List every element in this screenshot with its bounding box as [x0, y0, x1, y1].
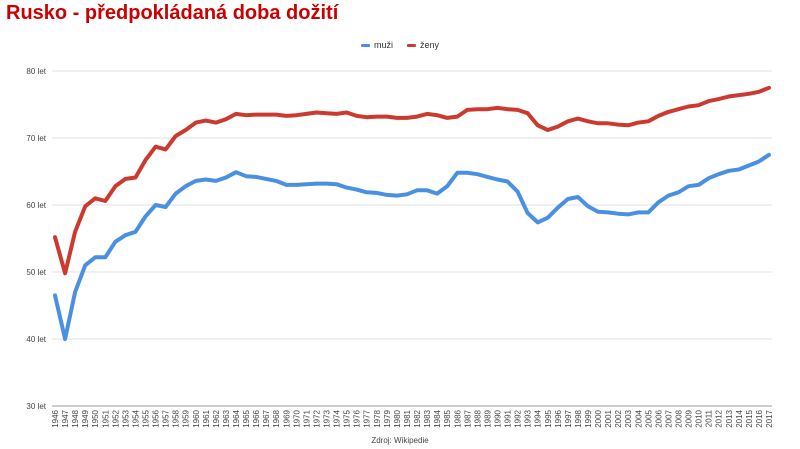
- x-tick-label: 2013: [725, 409, 734, 427]
- y-tick-label: 80 let: [26, 67, 46, 76]
- x-tick-label: 2016: [755, 409, 764, 427]
- x-tick-label: 1979: [383, 409, 392, 427]
- x-tick-label: 1974: [333, 409, 342, 427]
- x-tick-label: 1971: [302, 409, 311, 427]
- x-tick-label: 1951: [101, 409, 110, 427]
- x-tick-label: 1953: [121, 409, 130, 427]
- x-tick-label: 1977: [363, 409, 372, 427]
- x-tick-label: 1978: [373, 409, 382, 427]
- series-line-muzi: [53, 152, 771, 341]
- x-tick-label: 1986: [453, 409, 462, 427]
- x-tick-label: 1982: [413, 409, 422, 427]
- x-tick-label: 1973: [323, 409, 332, 427]
- x-tick-label: 1962: [212, 409, 221, 427]
- legend-item-zeny[interactable]: ženy: [407, 40, 439, 50]
- x-tick-label: 1995: [544, 409, 553, 427]
- x-tick-label: 1988: [473, 409, 482, 427]
- legend-label-zeny: ženy: [420, 40, 440, 50]
- x-tick-label: 2005: [644, 409, 653, 427]
- x-tick-label: 2011: [705, 409, 714, 427]
- x-tick-label: 1965: [242, 409, 251, 427]
- x-tick-label: 1999: [584, 409, 593, 427]
- x-tick-label: 1964: [232, 409, 241, 427]
- y-tick-label: 70 let: [26, 134, 46, 143]
- x-tick-label: 2002: [614, 409, 623, 427]
- x-tick-label: 1969: [282, 409, 291, 427]
- y-tick-label: 60 let: [26, 201, 46, 210]
- x-tick-label: 1976: [353, 409, 362, 427]
- x-tick-label: 1967: [262, 409, 271, 427]
- x-tick-label: 1949: [81, 409, 90, 427]
- x-tick-label: 2004: [634, 409, 643, 427]
- x-tick-label: 2001: [604, 409, 613, 427]
- x-tick-label: 1960: [192, 409, 201, 427]
- x-tick-label: 2008: [674, 409, 683, 427]
- chart-title: Rusko - předpokládaná doba dožití: [6, 2, 339, 24]
- x-tick-label: 1961: [202, 409, 211, 427]
- x-tick-label: 2015: [745, 409, 754, 427]
- legend-label-muzi: muži: [373, 40, 393, 50]
- x-tick-label: 1947: [61, 409, 70, 427]
- x-tick-label: 1998: [574, 409, 583, 427]
- y-tick-label: 50 let: [26, 268, 46, 277]
- x-tick-label: 1993: [524, 409, 533, 427]
- x-tick-label: 1958: [172, 409, 181, 427]
- x-tick-label: 1984: [433, 409, 442, 427]
- x-tick-label: 1959: [182, 409, 191, 427]
- x-tick-label: 1983: [423, 409, 432, 427]
- x-tick-label: 2017: [765, 409, 774, 427]
- x-tick-label: 2000: [594, 409, 603, 427]
- x-tick-label: 2010: [695, 409, 704, 427]
- source-note: Zdroj: Wikipedie: [371, 436, 429, 445]
- y-tick-label: 40 let: [26, 335, 46, 344]
- x-tick-label: 2007: [664, 409, 673, 427]
- x-tick-label: 1996: [554, 409, 563, 427]
- x-tick-label: 1987: [463, 409, 472, 427]
- x-tick-label: 2003: [624, 409, 633, 427]
- series-line-zeny: [53, 85, 771, 276]
- x-tick-label: 1981: [403, 409, 412, 427]
- legend-swatch-muzi: [360, 43, 370, 47]
- x-tick-label: 1991: [504, 409, 513, 427]
- legend: muži ženy: [0, 40, 800, 50]
- x-tick-label: 1997: [564, 409, 573, 427]
- x-tick-label: 1985: [443, 409, 452, 427]
- legend-swatch-zeny: [407, 43, 416, 47]
- x-tick-label: 2006: [654, 409, 663, 427]
- y-tick-label: 30 let: [26, 402, 46, 411]
- x-tick-label: 1975: [343, 409, 352, 427]
- x-tick-label: 1948: [71, 409, 80, 427]
- legend-item-muzi[interactable]: muži: [360, 40, 393, 50]
- x-tick-label: 1972: [312, 409, 321, 427]
- x-tick-label: 1956: [152, 409, 161, 427]
- x-tick-label: 1989: [483, 409, 492, 427]
- x-tick-label: 2014: [735, 409, 744, 427]
- x-tick-label: 1992: [514, 409, 523, 427]
- x-tick-label: 1952: [111, 409, 120, 427]
- x-tick-label: 1950: [91, 409, 100, 427]
- x-tick-label: 1970: [292, 409, 301, 427]
- x-tick-label: 2009: [685, 409, 694, 427]
- x-tick-label: 1957: [162, 409, 171, 427]
- x-tick-label: 1955: [142, 409, 151, 427]
- x-tick-label: 1990: [493, 409, 502, 427]
- x-tick-label: 1966: [252, 409, 261, 427]
- x-tick-label: 2012: [715, 409, 724, 427]
- x-tick-label: 1954: [131, 409, 140, 427]
- x-tick-label: 1980: [393, 409, 402, 427]
- x-tick-label: 1963: [222, 409, 231, 427]
- x-tick-label: 1968: [272, 409, 281, 427]
- x-tick-label: 1946: [51, 409, 60, 427]
- x-tick-label: 1994: [534, 409, 543, 427]
